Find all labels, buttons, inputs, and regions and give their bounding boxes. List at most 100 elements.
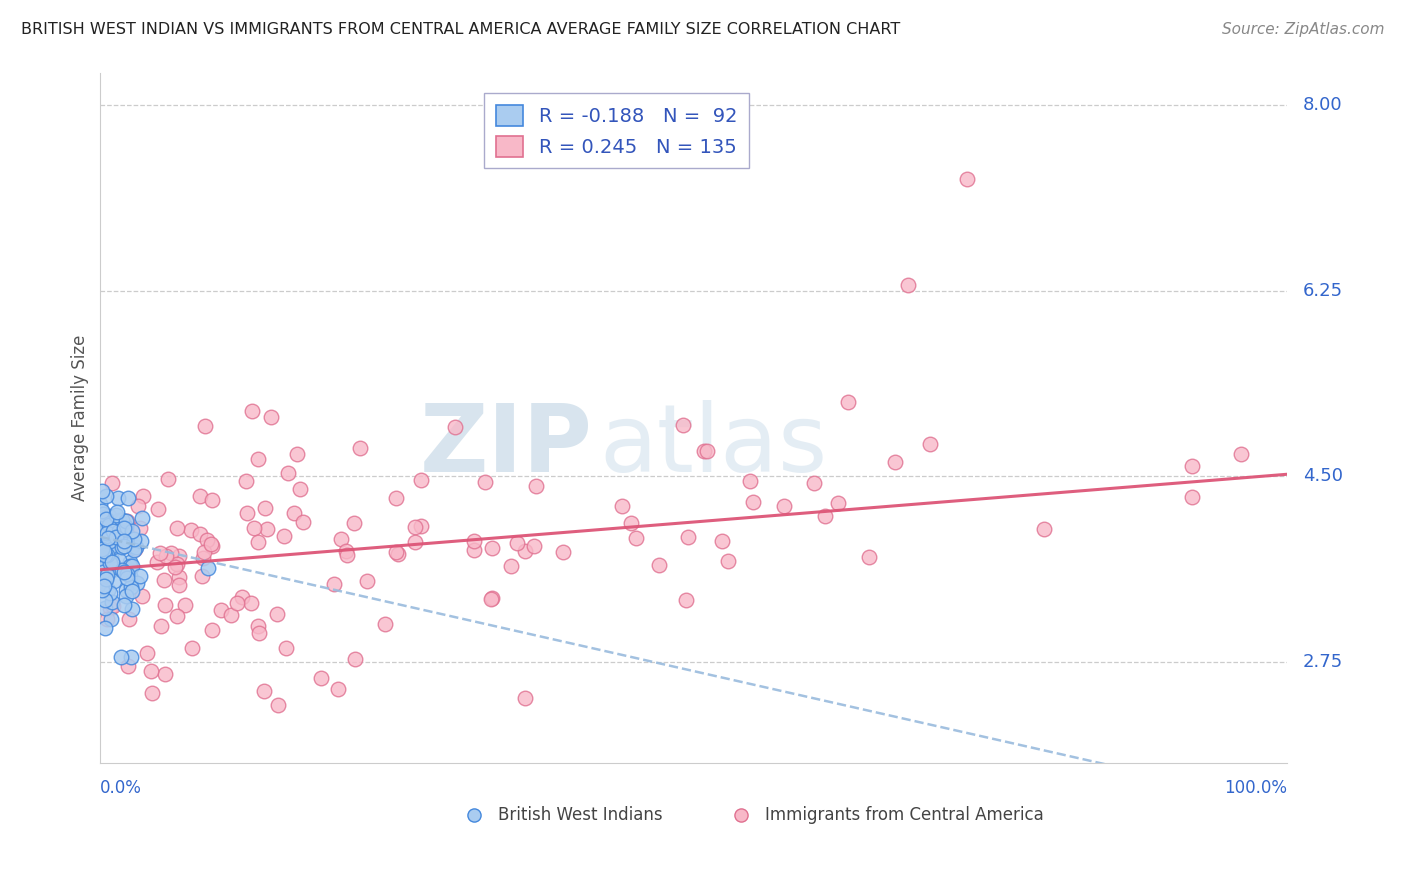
Point — [193, 545, 215, 559]
Point — [129, 521, 152, 535]
Point — [94, 519, 117, 533]
Point — [675, 593, 697, 607]
Point — [523, 539, 546, 553]
Text: Source: ZipAtlas.com: Source: ZipAtlas.com — [1222, 22, 1385, 37]
Point — [292, 515, 315, 529]
Point — [127, 500, 149, 514]
Point — [409, 519, 432, 533]
Point — [195, 533, 218, 547]
Point — [231, 591, 253, 605]
Point — [648, 558, 671, 572]
Point — [97, 529, 120, 543]
Point — [343, 516, 366, 530]
Point — [711, 534, 734, 549]
Point — [254, 500, 277, 515]
Point — [131, 511, 153, 525]
Point — [918, 437, 941, 451]
Point — [96, 612, 118, 626]
Point — [247, 535, 270, 549]
Point — [96, 521, 118, 535]
Point — [94, 622, 117, 636]
Point — [551, 545, 574, 559]
Point — [93, 531, 115, 545]
Point — [96, 567, 118, 582]
Point — [105, 530, 128, 544]
Text: 8.00: 8.00 — [1303, 95, 1343, 114]
Point — [235, 475, 257, 489]
Text: atlas: atlas — [599, 400, 827, 491]
Point — [290, 483, 312, 497]
Point — [209, 603, 232, 617]
Point — [91, 565, 114, 579]
Point — [803, 476, 825, 491]
Point — [121, 558, 143, 573]
Point — [260, 409, 283, 424]
Point — [169, 549, 191, 563]
Point — [115, 582, 138, 597]
Point — [121, 539, 143, 553]
Point — [194, 418, 217, 433]
Point — [91, 484, 114, 499]
Point — [481, 541, 503, 555]
Point — [101, 595, 124, 609]
Point — [374, 616, 396, 631]
Point — [107, 491, 129, 505]
Point — [98, 534, 121, 549]
Point — [884, 455, 907, 469]
Point — [139, 664, 162, 678]
Point — [243, 521, 266, 535]
Point — [98, 509, 121, 524]
Point — [93, 524, 115, 539]
Point — [173, 598, 195, 612]
Point — [89, 556, 111, 570]
Point — [404, 535, 426, 549]
Point — [94, 549, 117, 563]
Point — [772, 499, 794, 513]
Point — [91, 552, 114, 566]
Point — [201, 623, 224, 637]
Point — [1230, 447, 1253, 461]
Point — [742, 494, 765, 508]
Point — [219, 608, 242, 623]
Point — [463, 542, 485, 557]
Point — [94, 559, 117, 574]
Point — [1032, 522, 1054, 536]
Point — [97, 532, 120, 546]
Point — [91, 583, 114, 598]
Point — [91, 504, 114, 518]
Point — [124, 543, 146, 558]
Text: 4.50: 4.50 — [1303, 467, 1343, 485]
Point — [101, 599, 124, 613]
Point — [149, 546, 172, 560]
Point — [620, 516, 643, 530]
Point — [105, 505, 128, 519]
Point — [110, 563, 132, 577]
Text: ZIP: ZIP — [420, 400, 593, 491]
Point — [387, 547, 409, 561]
Point — [112, 521, 135, 535]
Point — [188, 526, 211, 541]
Point — [159, 545, 181, 559]
Point — [120, 580, 142, 594]
Point — [121, 601, 143, 615]
Point — [93, 593, 115, 607]
Point — [193, 551, 215, 566]
Point — [678, 530, 700, 544]
Point — [98, 518, 121, 533]
Point — [336, 549, 359, 563]
Point — [157, 472, 180, 486]
Point — [103, 526, 125, 541]
Point — [115, 537, 138, 551]
Point — [121, 584, 143, 599]
Point — [246, 451, 269, 466]
Text: 6.25: 6.25 — [1303, 282, 1343, 300]
Point — [326, 681, 349, 696]
Point — [236, 506, 259, 520]
Point — [149, 619, 172, 633]
Point — [240, 404, 263, 418]
Point — [112, 539, 135, 553]
Point — [277, 467, 299, 481]
Point — [167, 578, 190, 592]
Point — [201, 493, 224, 508]
Point — [409, 473, 432, 487]
